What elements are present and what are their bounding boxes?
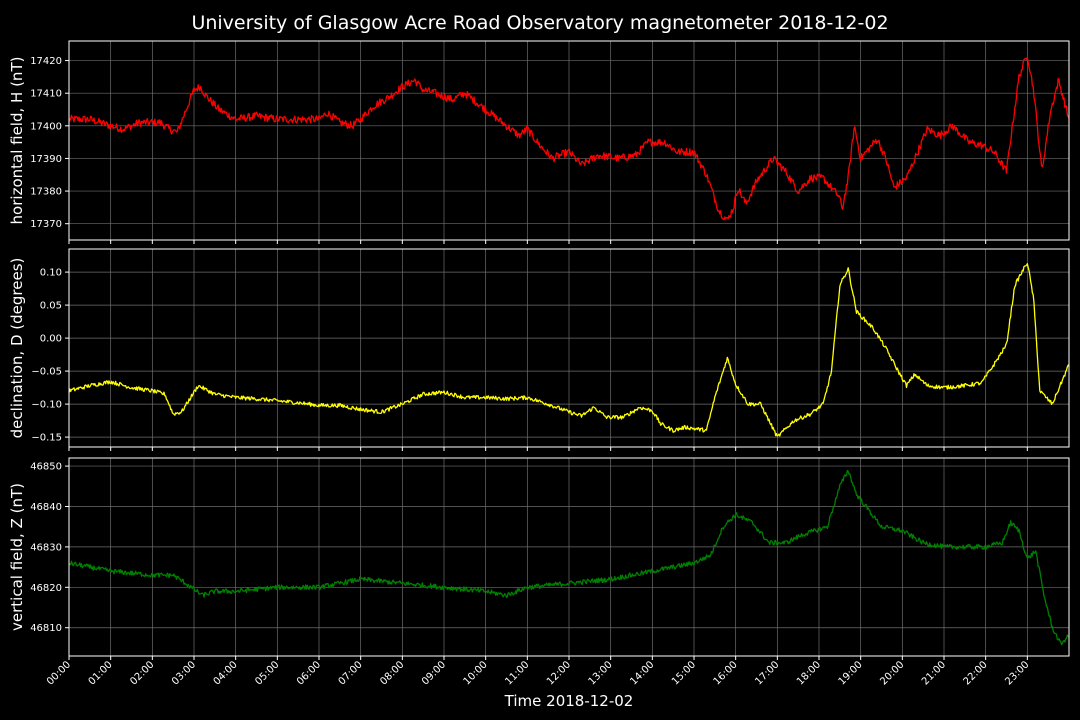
- y-tick-label: 0.05: [40, 301, 62, 312]
- chart-title: University of Glasgow Acre Road Observat…: [191, 12, 888, 34]
- y-tick-label: 17400: [30, 121, 62, 132]
- panels-group: 17370 17380 17390 17400 17410 17420 horizontal…: [8, 40, 1070, 660]
- y-tick-label: 0.10: [40, 268, 62, 279]
- y-axis-label: declination, D (degrees): [8, 258, 26, 439]
- y-tick-label: −0.10: [31, 400, 62, 411]
- panel-frame: [68, 248, 1070, 448]
- y-tick-label: 0.00: [40, 334, 62, 345]
- y-tick-label: 46850: [30, 462, 62, 473]
- panel-1: 17370 17380 17390 17400 17410 17420 horizontal…: [8, 40, 1070, 244]
- y-axis-label: horizontal field, H (nT): [8, 57, 26, 225]
- y-tick-label: 46810: [30, 623, 62, 634]
- y-axis-label: vertical field, Z (nT): [8, 483, 26, 631]
- y-tick-label: 17420: [30, 56, 62, 67]
- panel-3: 46810 46820 46830 46840 46850 vertical field,…: [8, 457, 1070, 660]
- y-tick-label: −0.15: [31, 433, 62, 444]
- y-tick-label: 17390: [30, 154, 62, 165]
- y-tick-label: 17370: [30, 219, 62, 230]
- y-tick-label: 46820: [30, 583, 62, 594]
- series-line-1: [68, 56, 1070, 221]
- y-tick-label: 17410: [30, 89, 62, 100]
- series-line-2: [68, 263, 1070, 437]
- y-tick-label: −0.05: [31, 367, 62, 378]
- panel-frame: [68, 457, 1070, 657]
- panel-frame: [68, 40, 1070, 241]
- panel-2: −0.15 −0.10 −0.05 0.00 0.05 0.10 declination, …: [8, 248, 1070, 451]
- x-axis-label: Time 2018-12-02: [504, 692, 634, 710]
- y-tick-label: 17380: [30, 187, 62, 198]
- series-line-3: [68, 469, 1070, 646]
- y-tick-label: 46830: [30, 542, 62, 553]
- y-tick-label: 46840: [30, 502, 62, 513]
